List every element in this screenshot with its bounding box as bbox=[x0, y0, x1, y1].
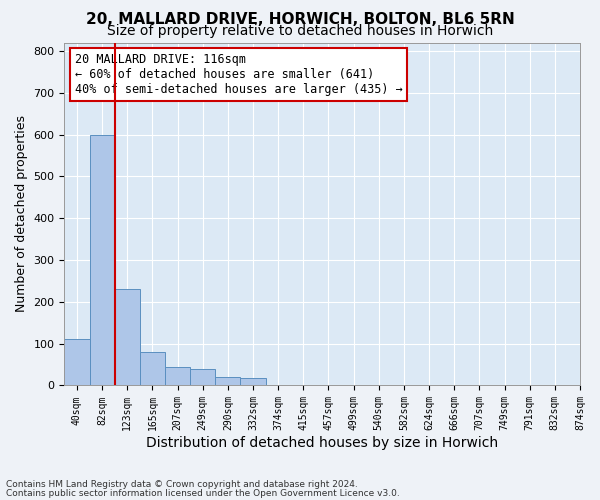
Y-axis label: Number of detached properties: Number of detached properties bbox=[15, 116, 28, 312]
Text: 20 MALLARD DRIVE: 116sqm
← 60% of detached houses are smaller (641)
40% of semi-: 20 MALLARD DRIVE: 116sqm ← 60% of detach… bbox=[75, 53, 403, 96]
Text: 20, MALLARD DRIVE, HORWICH, BOLTON, BL6 5RN: 20, MALLARD DRIVE, HORWICH, BOLTON, BL6 … bbox=[86, 12, 514, 28]
Text: Contains HM Land Registry data © Crown copyright and database right 2024.: Contains HM Land Registry data © Crown c… bbox=[6, 480, 358, 489]
Text: Contains public sector information licensed under the Open Government Licence v3: Contains public sector information licen… bbox=[6, 488, 400, 498]
Bar bbox=[140, 352, 165, 386]
Bar bbox=[215, 377, 241, 386]
Bar bbox=[64, 340, 89, 386]
Bar bbox=[89, 134, 115, 386]
Bar bbox=[190, 368, 215, 386]
Bar bbox=[165, 366, 190, 386]
Text: Size of property relative to detached houses in Horwich: Size of property relative to detached ho… bbox=[107, 24, 493, 38]
Bar bbox=[241, 378, 266, 386]
Bar bbox=[115, 290, 140, 386]
X-axis label: Distribution of detached houses by size in Horwich: Distribution of detached houses by size … bbox=[146, 436, 498, 450]
